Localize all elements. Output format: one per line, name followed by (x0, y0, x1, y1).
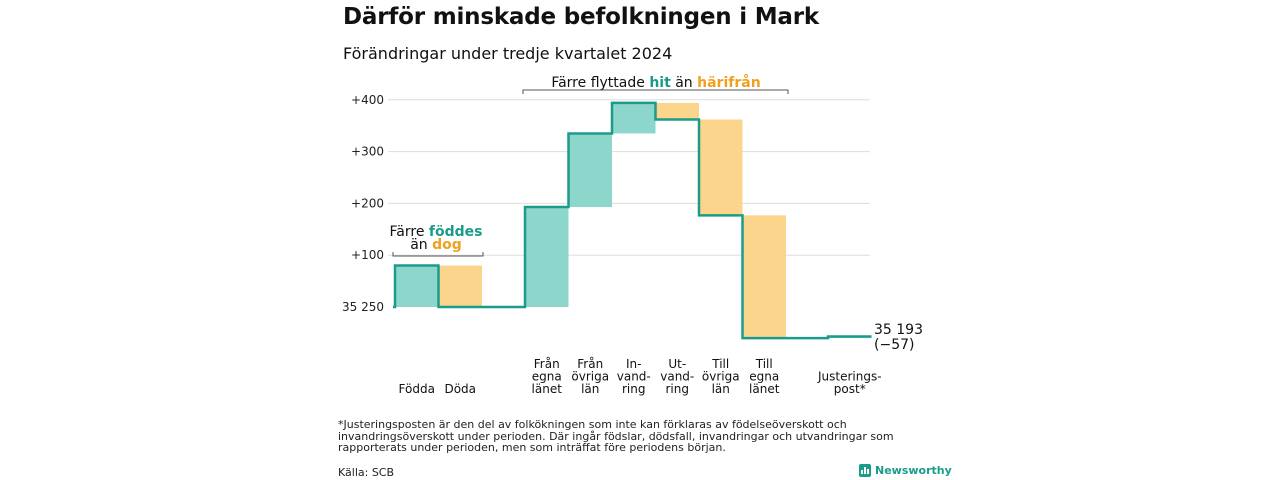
waterfall-bar (655, 102, 699, 120)
x-axis-label: övriga (702, 370, 740, 384)
y-tick-label: +200 (351, 196, 384, 210)
step-line (393, 101, 872, 340)
cumulative-step-line (393, 101, 872, 340)
annotation-migration-bracket (522, 89, 789, 94)
waterfall-bar (438, 265, 482, 307)
brand-logo: Newsworthy (859, 464, 952, 477)
annotation-births-bracket (392, 252, 484, 257)
grid-lines (388, 99, 870, 256)
x-axis-label: egna (532, 370, 562, 384)
y-tick-label: +400 (351, 93, 384, 107)
x-axis-label: län (712, 382, 730, 396)
x-axis-labels: Födda DödaFrånegnalänetFrånövrigalänIn-va… (399, 357, 882, 396)
x-axis-label: länet (532, 382, 563, 396)
end-change-label: (−57) (874, 337, 914, 353)
waterfall-bar (568, 133, 612, 208)
x-axis-label: Till (755, 357, 773, 371)
annotation-births-line1: Färre föddes (390, 224, 483, 240)
source: Källa: SCB (338, 466, 395, 479)
x-axis-label: post* (834, 382, 866, 396)
x-axis-label: Ut- (668, 357, 686, 371)
brand-name: Newsworthy (875, 464, 952, 477)
waterfall-bar (699, 119, 743, 216)
footnote: *Justeringsposten är den del av folkökni… (338, 418, 894, 454)
waterfall-bar (395, 265, 439, 307)
x-axis-label: Justerings- (817, 370, 882, 384)
y-axis-ticks: 35 250 +100 +200 +300 +400 (342, 93, 384, 314)
waterfall-bar (612, 102, 656, 134)
x-axis-label: Från (577, 357, 603, 371)
x-axis-label: övriga (571, 370, 609, 384)
y-tick-label: +100 (351, 248, 384, 262)
y-tick-label: +300 (351, 145, 384, 159)
waterfall-chart: 35 250+100+200+300+400 Födda DödaFrånegna… (342, 74, 923, 396)
x-axis-label: ring (666, 382, 690, 396)
x-axis-label: Till (711, 357, 729, 371)
x-axis-label: Från (534, 357, 560, 371)
x-axis-label: In- (626, 357, 641, 371)
x-axis-label: vand- (617, 370, 651, 384)
waterfall-bar (525, 207, 569, 307)
end-label: 35 193(−57) (874, 322, 923, 353)
chart-title: Därför minskade befolkningen i Mark (343, 4, 819, 30)
x-axis-label: egna (749, 370, 779, 384)
bars (395, 102, 872, 339)
chart-subtitle: Förändringar under tredje kvartalet 2024 (343, 44, 673, 63)
x-axis-label: länet (749, 382, 780, 396)
y-tick-label: 35 250 (342, 300, 384, 314)
annotation-births-line2: än dog (410, 237, 462, 253)
end-value-label: 35 193 (874, 322, 923, 338)
x-axis-label: vand- (660, 370, 694, 384)
bar-chart-icon (859, 464, 871, 477)
x-axis-label: Döda (444, 382, 476, 396)
x-axis-label: län (581, 382, 599, 396)
x-axis-label: Födda (399, 382, 435, 396)
waterfall-bar (742, 215, 786, 339)
annotation-migration: Färre flyttade hit än härifrån (551, 74, 760, 91)
x-axis-label: ring (622, 382, 646, 396)
